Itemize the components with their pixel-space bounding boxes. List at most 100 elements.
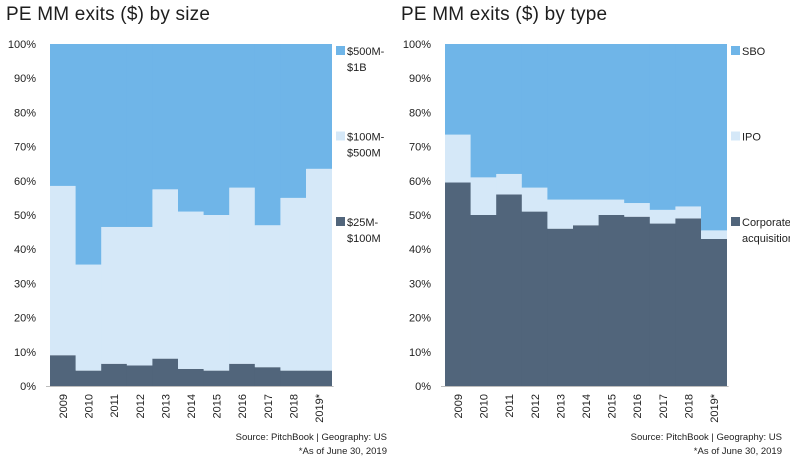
y-tick-label: 100% (8, 39, 36, 51)
bar-segment (254, 367, 281, 386)
y-tick-label: 90% (409, 73, 431, 85)
legend-label: $100M (347, 233, 381, 245)
y-tick-label: 10% (409, 347, 431, 359)
bar-segment (75, 370, 102, 386)
bar-segment (598, 215, 625, 386)
x-tick-label: 2014 (581, 394, 593, 418)
bar-segment (254, 44, 281, 226)
legend-label: $500M (347, 148, 381, 160)
chart-panel-size: PE MM exits ($) by size 0% 10% 20% 30% 40% 50… (6, 4, 387, 457)
bar-segment (229, 187, 256, 364)
y-tick-label: 10% (14, 347, 36, 359)
y-tick-label: 80% (14, 107, 36, 119)
bar-segment (624, 44, 651, 204)
x-tick-label: 2009 (58, 394, 70, 418)
bar-segment (547, 199, 574, 229)
x-tick-label: 2013 (555, 394, 567, 418)
bar-segment (445, 134, 471, 183)
stacked-bar-chart-size: 0% 10% 20% 30% 40% 50% 60% 70% 80% 90% 100% 2009 201… (8, 39, 385, 423)
source-note: Source: PitchBook | Geography: US (630, 432, 782, 443)
legend-label: $100M- (347, 132, 385, 144)
y-tick-label: 30% (409, 278, 431, 290)
bar-segment (280, 197, 307, 371)
bar-segment (178, 44, 204, 212)
bar-segment (75, 264, 102, 371)
legend-label: Corporate (742, 217, 790, 229)
x-tick-label: 2018 (288, 394, 300, 418)
bar-segment (521, 211, 548, 386)
bar-segment (470, 177, 497, 215)
chart-panel-type: PE MM exits ($) by type 0% 10% 20% 30% 40% 50… (395, 0, 790, 461)
legend-swatch (731, 46, 740, 55)
legend-label: $25M- (347, 217, 379, 229)
bar-segment (254, 225, 281, 368)
y-tick-label: 60% (409, 176, 431, 188)
x-tick-label: 2019* (314, 393, 326, 422)
bar-segment (521, 44, 548, 188)
bar-segment (547, 228, 574, 386)
bar-segment (306, 168, 332, 371)
bar-segment (470, 44, 497, 178)
bar-segment (573, 199, 599, 226)
y-tick-label: 60% (14, 176, 36, 188)
bar-segment (152, 189, 179, 359)
x-tick-label: 2012 (530, 394, 542, 418)
x-tick-label: 2011 (109, 394, 121, 418)
bar-segment (203, 370, 230, 386)
bar-segment (101, 226, 128, 364)
date-footnote: *As of June 30, 2019 (693, 446, 782, 457)
y-tick-label: 40% (14, 244, 36, 256)
bar-segment (50, 355, 76, 386)
y-tick-label: 20% (409, 313, 431, 325)
x-tick-label: 2016 (632, 394, 644, 418)
x-tick-label: 2017 (263, 394, 275, 418)
y-tick-label: 30% (14, 278, 36, 290)
y-tick-label: 40% (409, 244, 431, 256)
legend-label: SBO (742, 46, 766, 58)
bar-segment (126, 226, 153, 366)
x-tick-label: 2010 (479, 394, 491, 418)
bar-segment (496, 173, 523, 195)
bar-segment (547, 44, 574, 200)
x-tick-label: 2016 (237, 394, 249, 418)
bar-segment (152, 358, 179, 386)
legend-label: $500M- (347, 46, 385, 58)
x-tick-label: 2011 (504, 394, 516, 418)
bar-segment (306, 44, 332, 169)
y-tick-label: 70% (14, 142, 36, 154)
legend-label: IPO (742, 132, 761, 144)
bar-segment (675, 44, 702, 207)
bar-segment (178, 211, 204, 369)
legend-swatch (336, 217, 345, 226)
x-tick-label: 2012 (135, 394, 147, 418)
x-tick-label: 2010 (84, 394, 96, 418)
legend-label: acquisition (742, 233, 790, 245)
y-tick-label: 80% (409, 107, 431, 119)
bar-segment (496, 44, 523, 174)
bar-segment (573, 225, 599, 386)
bar-segment (470, 215, 497, 386)
bar-segment (598, 44, 625, 200)
bar-segment (675, 218, 702, 386)
chart-title: PE MM exits ($) by type (401, 4, 608, 25)
source-note: Source: PitchBook | Geography: US (235, 432, 387, 443)
x-tick-label: 2018 (683, 394, 695, 418)
x-tick-label: 2009 (453, 394, 465, 418)
bar-segment (203, 215, 230, 371)
y-tick-label: 20% (14, 313, 36, 325)
bar-segment (101, 44, 128, 227)
bar-segment (598, 199, 625, 215)
bar-segment (75, 44, 102, 265)
bar-segment (573, 44, 599, 200)
bar-segment (229, 44, 256, 188)
y-tick-label: 0% (20, 381, 36, 393)
bar-segment (701, 238, 727, 386)
bar-segment (50, 44, 76, 186)
bar-segment (280, 370, 307, 386)
y-tick-label: 100% (403, 39, 431, 51)
x-tick-label: 2014 (186, 394, 198, 418)
bar-segment (649, 44, 676, 210)
bar-segment (521, 187, 548, 212)
bar-segment (675, 206, 702, 219)
bar-segment (649, 209, 676, 224)
